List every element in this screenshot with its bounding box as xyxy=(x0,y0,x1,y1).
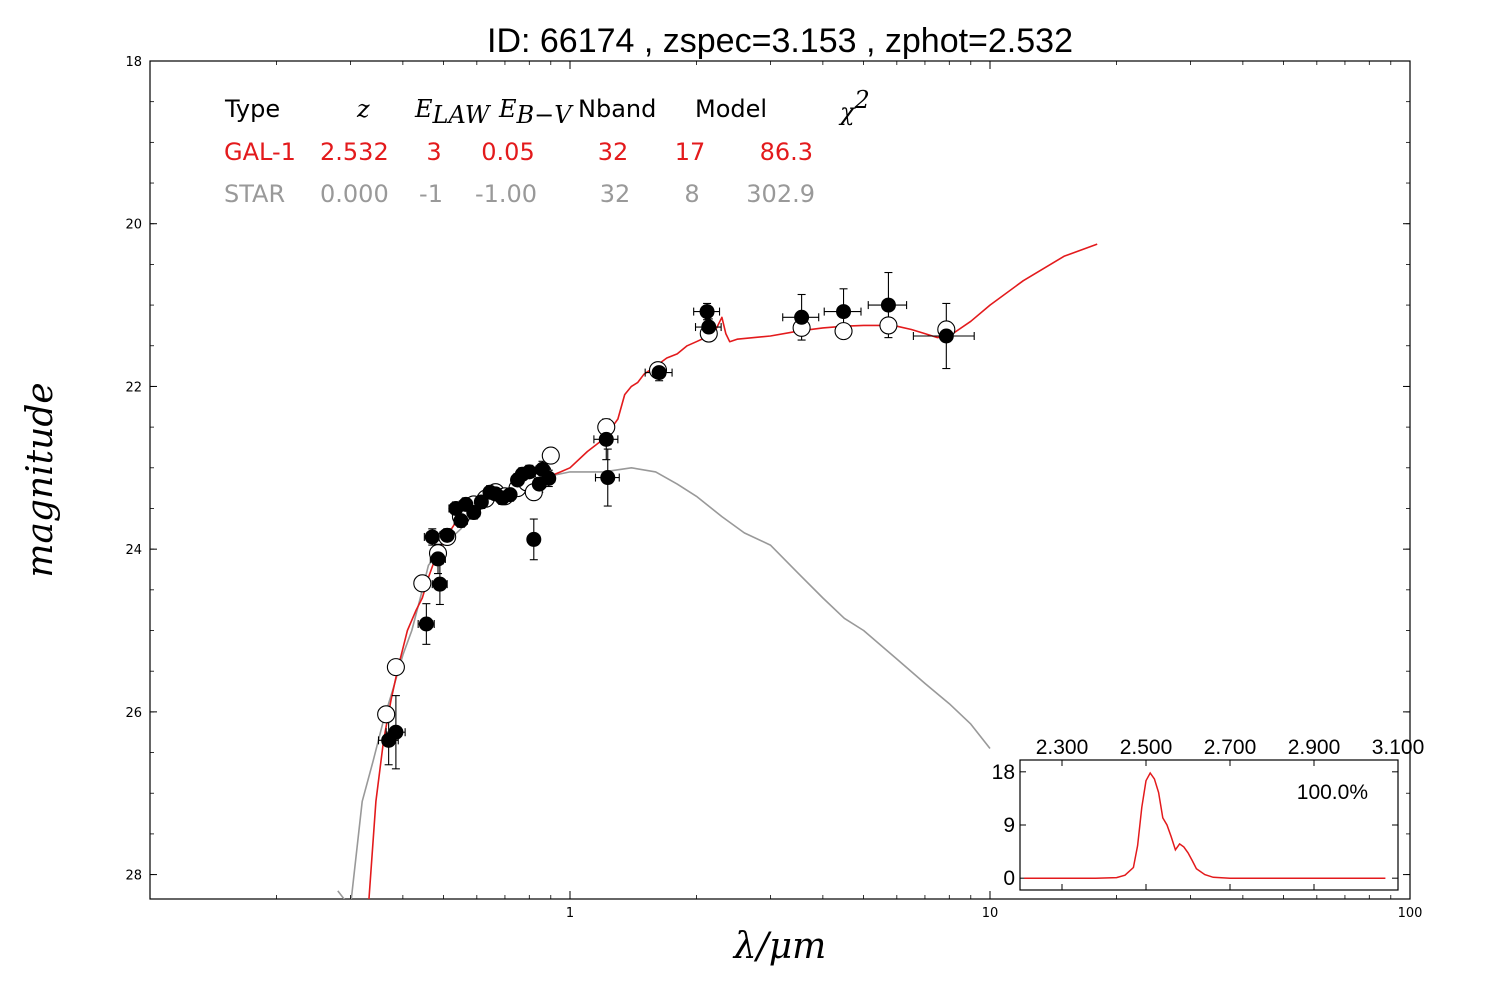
legend-row-star: STAR 0.000 -1 -1.00 32 8 302.9 xyxy=(224,180,815,208)
inset-x-tick-label: 2.500 xyxy=(1120,736,1173,759)
main-plot-frame xyxy=(149,60,1411,900)
model-point xyxy=(834,322,853,341)
observed-marker xyxy=(418,616,434,632)
legend-gal-model: 17 xyxy=(675,138,706,166)
observed-marker xyxy=(521,464,537,480)
observed-marker xyxy=(453,513,469,529)
x-tick-label: 1 xyxy=(566,906,574,921)
observed-marker xyxy=(466,505,482,521)
observed-marker xyxy=(651,365,667,381)
legend-gal-z: 2.532 xyxy=(320,138,389,166)
y-tick-label: 18 xyxy=(125,55,142,70)
observed-marker xyxy=(388,724,404,740)
legend-star-nband: 32 xyxy=(600,180,631,208)
inset-pdf: 2.300 2.500 2.700 2.900 3.100 0 9 18 100.0% xyxy=(992,736,1425,891)
inset-plot-area: 2.300 2.500 2.700 2.900 3.100 0 9 18 xyxy=(992,736,1425,890)
legend-star-model: 8 xyxy=(684,180,699,208)
inset-y-tick-label: 0 xyxy=(1003,867,1015,890)
legend-header-ebv: EB−V xyxy=(498,95,574,129)
legend-star-z: 0.000 xyxy=(320,180,389,208)
legend-table: Type z ELAW EB−V Nband Model χ2 GAL-1 2.… xyxy=(224,86,870,208)
inset-y-tick-label: 18 xyxy=(992,761,1015,784)
legend-gal-ebv: 0.05 xyxy=(481,138,534,166)
redshift-pdf-line xyxy=(1024,771,1386,879)
observed-marker xyxy=(502,487,518,503)
main-axis-ticks: 18 20 22 24 26 28 1 10 100 xyxy=(125,55,1422,921)
legend-row-gal: GAL-1 2.532 3 0.05 32 17 86.3 xyxy=(224,138,813,166)
y-tick-label: 28 xyxy=(125,869,142,884)
legend-gal-type: GAL-1 xyxy=(224,138,296,166)
legend-star-type: STAR xyxy=(224,180,285,208)
observed-marker xyxy=(473,494,489,510)
observed-marker xyxy=(424,529,440,545)
legend-gal-chi2: 86.3 xyxy=(760,138,813,166)
y-tick-label: 22 xyxy=(125,380,142,395)
model-point xyxy=(386,658,405,677)
legend-star-ebv: -1.00 xyxy=(475,180,537,208)
model-point xyxy=(879,316,898,335)
inset-annotation: 100.0% xyxy=(1297,781,1368,804)
observed-marker xyxy=(701,319,717,335)
observed-marker xyxy=(880,297,896,313)
y-tick-label: 24 xyxy=(125,543,142,558)
observed-marker xyxy=(938,328,954,344)
observed-marker xyxy=(598,431,614,447)
inset-x-tick-label: 2.300 xyxy=(1036,736,1089,759)
legend-header-chi2: χ2 xyxy=(838,86,870,126)
galaxy-sed-line xyxy=(368,243,1098,899)
inset-y-tick-label: 9 xyxy=(1003,814,1015,837)
y-axis-label: magnitude xyxy=(20,382,61,577)
observed-marker xyxy=(600,470,616,486)
observed-marker xyxy=(794,309,810,325)
legend-star-chi2: 302.9 xyxy=(746,180,815,208)
inset-x-tick-label: 2.700 xyxy=(1204,736,1257,759)
legend-star-elaw: -1 xyxy=(419,180,443,208)
x-tick-label: 100 xyxy=(1398,906,1423,921)
model-point xyxy=(413,574,432,593)
y-tick-label: 20 xyxy=(125,218,142,233)
observed-marker xyxy=(541,470,557,486)
legend-header-nband: Nband xyxy=(578,95,656,123)
inset-frame xyxy=(1019,759,1399,891)
inset-x-tick-label: 3.100 xyxy=(1372,736,1425,759)
chart-title: ID: 66174 , zspec=3.153 , zphot=2.532 xyxy=(487,22,1073,60)
legend-header-z: z xyxy=(356,95,370,123)
legend-header-type: Type xyxy=(224,95,280,123)
observed-marker xyxy=(699,304,715,320)
observed-marker xyxy=(526,531,542,547)
observed-marker xyxy=(836,304,852,320)
main-plot-area xyxy=(337,243,1098,899)
legend-header-elaw: ELAW xyxy=(414,95,492,129)
x-tick-label: 10 xyxy=(982,906,999,921)
model-point xyxy=(377,705,396,724)
legend-header-model: Model xyxy=(695,95,767,123)
legend-gal-nband: 32 xyxy=(598,138,629,166)
y-tick-label: 26 xyxy=(125,706,142,721)
legend-gal-elaw: 3 xyxy=(426,138,441,166)
model-point xyxy=(541,446,560,465)
observed-marker xyxy=(430,551,446,567)
observed-marker xyxy=(432,576,448,592)
inset-x-tick-label: 2.900 xyxy=(1288,736,1341,759)
x-axis-label: λ/μm xyxy=(732,926,826,967)
observed-marker xyxy=(439,527,455,543)
